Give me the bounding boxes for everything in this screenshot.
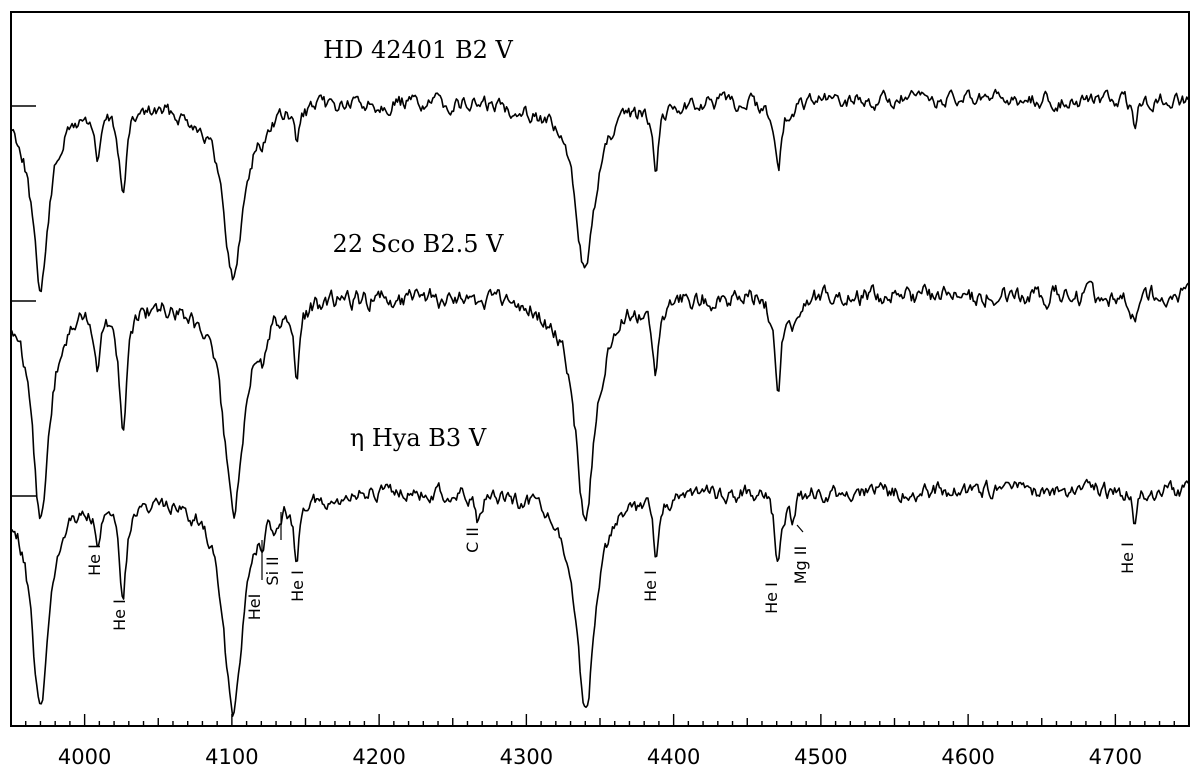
- line-annotation: He I: [288, 570, 307, 602]
- x-axis-ticks: [10, 714, 1190, 726]
- x-tick-label: 4700: [1089, 745, 1142, 769]
- x-tick-label: 4200: [352, 745, 405, 769]
- x-tick-label: 4000: [58, 745, 111, 769]
- line-annotation: He I: [1118, 542, 1137, 574]
- line-annotation: He I: [85, 544, 104, 576]
- series-label: 22 Sco B2.5 V: [333, 230, 505, 258]
- spectrum-line: [10, 280, 1189, 522]
- annotation-leader: [796, 524, 804, 533]
- x-tick-label: 4400: [647, 745, 700, 769]
- x-tick-label: 4600: [941, 745, 994, 769]
- x-tick-label: 4100: [205, 745, 258, 769]
- line-annotation: He I: [641, 570, 660, 602]
- line-annotation: He I: [762, 582, 781, 614]
- line-annotation: C II: [463, 527, 482, 553]
- x-tick-label: 4500: [794, 745, 847, 769]
- line-annotation: Si II: [263, 556, 282, 585]
- x-axis-tick-labels: 4000 4100 4200 4300 4400 4500 4600 4700: [58, 745, 1142, 769]
- star-labels: HD 42401 B2 V 22 Sco B2.5 V η Hya B3 V: [323, 36, 513, 452]
- series-label: η Hya B3 V: [350, 424, 487, 452]
- line-annotation: HeI: [245, 594, 264, 621]
- spectrum-line: [11, 478, 1189, 717]
- spectrum-line: [11, 88, 1189, 293]
- line-annotation: He I: [110, 599, 129, 631]
- spectra-group: [10, 88, 1189, 717]
- line-annotation: Mg II: [791, 546, 810, 584]
- plot-frame: [10, 11, 1190, 727]
- series-label: HD 42401 B2 V: [323, 36, 513, 64]
- x-tick-label: 4300: [500, 745, 553, 769]
- line-annotations: He I He I HeI Si II He I C II He I He I Mg II He …: [85, 512, 1137, 631]
